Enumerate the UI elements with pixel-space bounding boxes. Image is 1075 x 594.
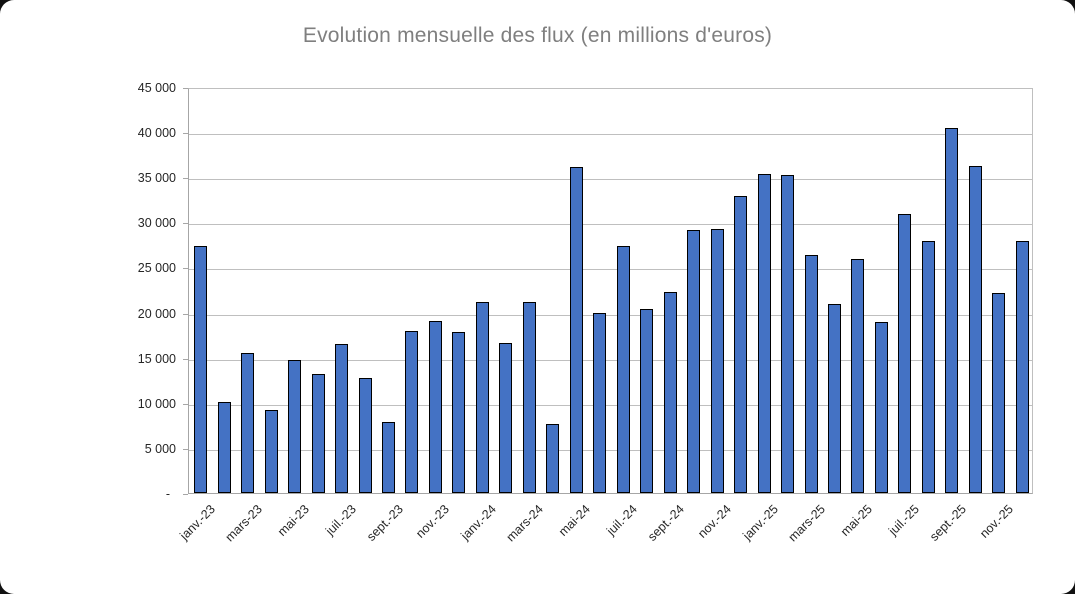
bar-juil.-23 xyxy=(335,344,349,493)
chart-title: Evolution mensuelle des flux (en million… xyxy=(302,24,773,47)
bar-août-25 xyxy=(921,241,935,493)
bar-déc.-23 xyxy=(452,331,466,493)
x-tick-label: juil.-24 xyxy=(604,502,641,538)
x-tick-label: janv.-25 xyxy=(740,502,781,543)
y-tick-label: 20 000 xyxy=(137,306,176,321)
x-tick-label: juil.-23 xyxy=(322,502,359,538)
y-tick-label: - xyxy=(165,487,170,501)
bar-juin-23 xyxy=(311,373,325,493)
bar-oct.-25 xyxy=(968,166,982,493)
x-tick-label: mars-25 xyxy=(785,502,828,545)
bar-nov.-23 xyxy=(428,320,442,493)
x-tick-label: janv.-23 xyxy=(176,502,218,543)
bar-nov.-25 xyxy=(992,292,1006,493)
bar-févr.-25 xyxy=(781,175,795,493)
gridline xyxy=(189,449,1032,451)
bar-janv.-23 xyxy=(194,245,208,493)
gridline xyxy=(189,134,1032,136)
y-tick-label: 40 000 xyxy=(137,126,176,141)
bar-avr.-24 xyxy=(546,423,560,493)
gridline xyxy=(189,224,1032,226)
bar-déc.-24 xyxy=(734,196,748,493)
y-tick-mark xyxy=(183,494,188,495)
bar-avr.-25 xyxy=(827,304,841,493)
x-tick-label: nov.-23 xyxy=(413,502,453,541)
y-tick-label: 30 000 xyxy=(137,216,176,231)
y-tick-label: 25 000 xyxy=(137,261,176,276)
bar-sept.-24 xyxy=(663,291,677,493)
bar-mai-25 xyxy=(851,259,865,493)
x-tick-label: mai-25 xyxy=(837,502,875,539)
bar-août-24 xyxy=(640,308,654,493)
x-tick-label: mai-24 xyxy=(556,502,594,539)
bar-janv.-25 xyxy=(757,173,771,493)
bar-sept.-23 xyxy=(382,421,395,493)
x-tick-label: mars-24 xyxy=(503,502,547,545)
x-tick-label: mai-23 xyxy=(274,502,312,539)
gridline xyxy=(189,269,1032,271)
bar-août-23 xyxy=(358,377,372,493)
x-tick-label: nov.-25 xyxy=(976,502,1016,541)
x-tick-label: juil.-25 xyxy=(885,502,922,538)
x-tick-label: sept.-25 xyxy=(926,502,969,544)
bar-janv.-24 xyxy=(475,301,489,493)
bar-juin-25 xyxy=(874,321,888,493)
bar-oct.-23 xyxy=(405,330,419,493)
x-tick-label: sept.-24 xyxy=(645,502,688,544)
x-tick-label: nov.-24 xyxy=(695,502,735,541)
y-tick-label: 10 000 xyxy=(137,396,176,411)
bar-juil.-24 xyxy=(616,245,630,493)
gridline xyxy=(189,179,1032,181)
bar-mars-23 xyxy=(241,353,255,493)
bar-mars-25 xyxy=(804,254,818,493)
plot-area xyxy=(188,88,1033,494)
bar-juin-24 xyxy=(593,312,607,493)
y-tick-label: 35 000 xyxy=(137,171,176,186)
y-tick-label: 45 000 xyxy=(137,81,176,95)
gridline xyxy=(189,314,1032,316)
gridline xyxy=(189,359,1032,361)
bar-oct.-24 xyxy=(687,230,701,493)
y-tick-label: 15 000 xyxy=(137,351,176,366)
bar-mai-24 xyxy=(569,167,583,493)
x-tick-label: sept.-23 xyxy=(363,502,406,544)
bar-févr.-23 xyxy=(217,401,231,493)
y-tick-label: 5 000 xyxy=(144,441,176,456)
bar-mars-24 xyxy=(522,301,536,493)
gridline xyxy=(189,404,1032,406)
bar-avr.-23 xyxy=(264,410,278,493)
bar-févr.-24 xyxy=(499,343,513,493)
bar-mai-23 xyxy=(288,360,302,493)
bar-sept.-25 xyxy=(945,127,959,493)
x-tick-label: mars-23 xyxy=(222,502,265,545)
bar-juil.-25 xyxy=(898,214,912,493)
bar-déc.-25 xyxy=(1015,241,1029,493)
x-tick-label: janv.-24 xyxy=(458,502,500,543)
bar-nov.-24 xyxy=(710,228,724,493)
